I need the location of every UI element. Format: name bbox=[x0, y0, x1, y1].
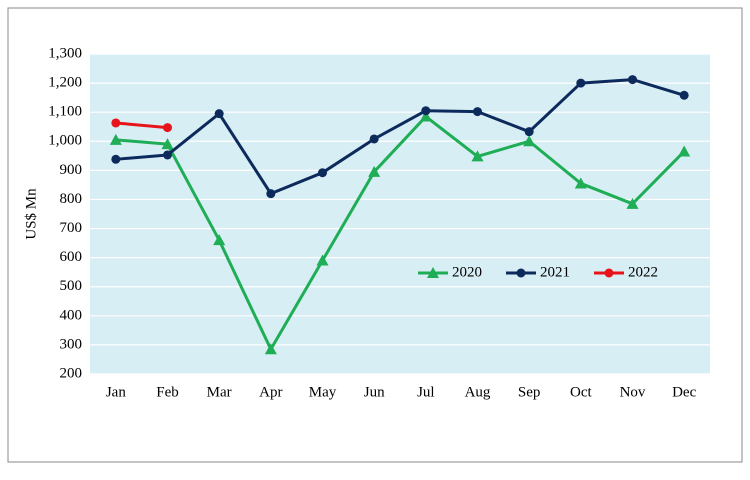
y-tick-label: 1,300 bbox=[48, 45, 82, 61]
y-tick-label: 200 bbox=[60, 365, 83, 381]
series-line bbox=[115, 78, 685, 196]
marker bbox=[576, 78, 586, 88]
marker bbox=[163, 123, 172, 133]
marker bbox=[264, 343, 277, 355]
x-tick-label: Feb bbox=[156, 384, 179, 400]
marker bbox=[679, 90, 689, 100]
legend-label: 2021 bbox=[540, 264, 570, 280]
legend-marker bbox=[427, 267, 439, 278]
marker bbox=[111, 118, 121, 128]
marker bbox=[214, 109, 224, 119]
marker bbox=[368, 165, 381, 177]
marker bbox=[318, 168, 327, 178]
marker bbox=[419, 110, 432, 122]
legend-marker bbox=[604, 268, 614, 278]
marker bbox=[524, 127, 534, 137]
marker bbox=[574, 177, 587, 189]
marker bbox=[369, 134, 379, 144]
y-tick-label: 300 bbox=[60, 336, 83, 352]
marker bbox=[473, 107, 482, 117]
y-tick-label: 1,100 bbox=[48, 104, 82, 120]
legend-marker bbox=[516, 268, 526, 278]
marker bbox=[628, 75, 637, 85]
y-tick-label: 500 bbox=[60, 278, 83, 294]
plot-area bbox=[90, 54, 710, 374]
x-tick-label: May bbox=[309, 384, 337, 400]
x-tick-label: Oct bbox=[570, 384, 592, 400]
x-tick-label: Dec bbox=[672, 384, 696, 400]
marker bbox=[678, 145, 691, 157]
x-tick-label: Mar bbox=[207, 384, 232, 400]
y-tick-label: 400 bbox=[60, 307, 83, 323]
x-tick-label: Jul bbox=[417, 384, 435, 400]
x-tick-label: Apr bbox=[259, 384, 282, 400]
y-tick-label: 700 bbox=[60, 220, 83, 236]
marker bbox=[626, 197, 639, 209]
y-tick-label: 900 bbox=[60, 162, 83, 178]
y-tick-label: 1,200 bbox=[48, 75, 82, 91]
y-tick-label: 600 bbox=[60, 249, 83, 265]
marker bbox=[161, 138, 174, 150]
marker bbox=[213, 234, 226, 246]
marker bbox=[421, 106, 431, 116]
y-tick-label: 800 bbox=[60, 191, 83, 207]
legend-label: 2020 bbox=[452, 264, 482, 280]
marker bbox=[316, 254, 329, 266]
legend-label: 2022 bbox=[628, 264, 658, 280]
x-tick-label: Sep bbox=[518, 384, 541, 400]
marker bbox=[471, 150, 484, 162]
marker bbox=[523, 135, 536, 147]
series-line bbox=[115, 121, 168, 130]
marker bbox=[163, 150, 172, 160]
marker bbox=[111, 154, 121, 164]
x-tick-label: Nov bbox=[620, 384, 646, 400]
marker bbox=[109, 133, 122, 145]
y-axis-label: US$ Mn bbox=[23, 188, 39, 240]
y-tick-label: 1,000 bbox=[48, 133, 82, 149]
series-line bbox=[115, 115, 686, 351]
marker bbox=[266, 189, 276, 199]
x-tick-label: Aug bbox=[465, 384, 491, 400]
x-tick-label: Jan bbox=[106, 384, 126, 400]
x-tick-label: Jun bbox=[364, 384, 385, 400]
